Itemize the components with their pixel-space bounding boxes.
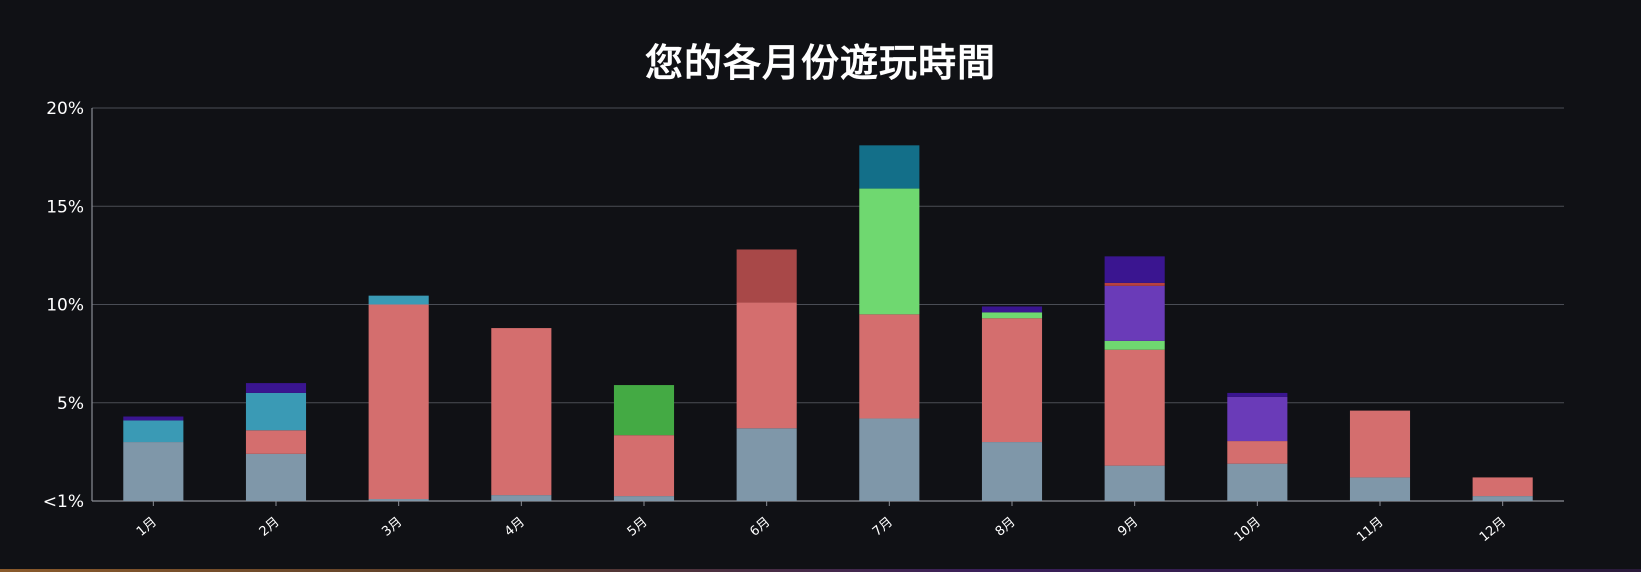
bar-segment [1104,349,1165,466]
bar-segment [245,392,307,431]
y-tick-label: 15% [46,197,84,217]
bar-segment [1104,256,1165,283]
bar-segment [1104,282,1165,286]
bar-segment [1472,477,1533,497]
bar-segment [1472,496,1533,501]
bar-segment [1349,477,1411,501]
bar-segment [1104,465,1165,501]
x-tick-label: 11月 [1354,515,1386,545]
bar-segment [123,416,184,421]
bar-segment [368,304,429,500]
x-tick-label: 9月 [1115,515,1141,540]
bar-segment [736,302,797,429]
bar-segment [613,385,675,436]
bar-segment [245,383,307,393]
chart-title: 您的各月份遊玩時間 [644,41,996,85]
bar-segment [736,428,797,501]
x-tick-label: 6月 [747,515,773,540]
bar-segment [1227,392,1288,397]
x-tick-label: 4月 [502,515,528,540]
x-tick-label: 7月 [870,515,896,540]
x-tick-label: 10月 [1232,515,1264,545]
y-tick-label: <1% [43,492,84,512]
bar-segment [368,499,429,501]
x-tick-label: 8月 [993,515,1019,540]
bar-segment [859,145,920,189]
x-tick-label: 2月 [257,515,283,540]
bar-segment [491,495,552,501]
bar-segment [859,188,920,315]
bar-segment [981,312,1043,319]
bar-segment [123,442,184,501]
bar-segment [981,318,1043,443]
y-tick-label: 5% [57,394,84,414]
bar-segment [123,420,184,443]
x-tick-label: 3月 [379,515,405,540]
bar-segment [245,453,307,501]
y-tick-label: 10% [46,296,84,316]
bar-segment [245,430,307,454]
bar-segment [368,295,429,305]
bar-segment [736,249,797,303]
y-tick-label: 20% [46,99,84,119]
bar-segment [1349,410,1411,478]
x-tick-label: 1月 [134,515,160,540]
bar-segment [1227,463,1288,501]
bar-segment [1227,441,1288,464]
bar-segment [491,328,552,496]
bar-segment [613,496,675,501]
x-tick-label: 12月 [1477,515,1509,545]
bar-segment [859,314,920,419]
bar-segment [1104,340,1165,350]
x-tick-label: 5月 [625,515,651,540]
bar-segment [1227,396,1288,442]
bar-segment [1104,285,1165,341]
bar-segment [613,435,675,497]
bar-segment [859,418,920,501]
bar-segment [981,442,1043,501]
bar-segment [981,306,1043,313]
bottom-accent-strip [0,569,1641,572]
